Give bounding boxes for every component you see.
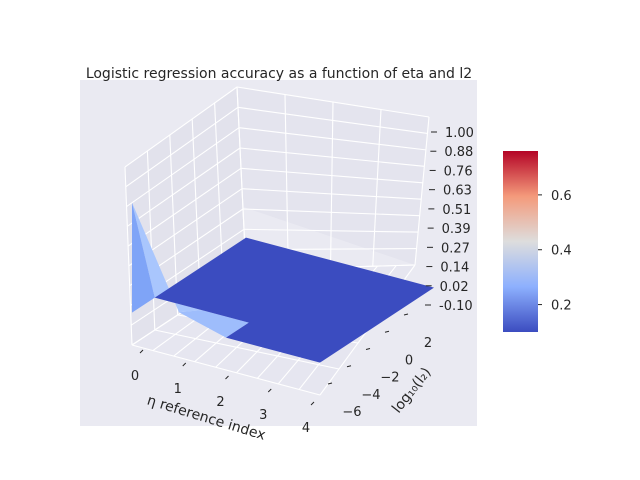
side-gridline-y [146, 150, 156, 331]
z-tick-label: 0.88 [444, 145, 473, 160]
back-gridline-x [284, 94, 289, 269]
x-tick-label: 0 [131, 369, 139, 384]
x-tick-mark [225, 375, 229, 380]
back-gridline-x [372, 109, 382, 267]
x-tick-mark [267, 388, 272, 393]
back-gridline-x [329, 101, 334, 268]
x-tick-label: 3 [259, 408, 267, 423]
y-tick-label: −4 [361, 388, 380, 403]
side-gridline-z [124, 86, 238, 168]
colorbar-tick-label: 0.4 [551, 244, 572, 259]
colorbar: 0.2 0.4 0.6 [503, 151, 572, 332]
z-tick-label: 0.51 [442, 203, 471, 218]
colorbar-ticks: 0.2 0.4 0.6 [538, 189, 572, 314]
x-tick-mark [310, 401, 315, 406]
side-gridline-z [127, 167, 242, 247]
x-tick-label: 2 [216, 395, 224, 410]
y-tick-mark [365, 348, 371, 350]
x-tick-mark [139, 349, 144, 354]
y-tick-mark [346, 365, 352, 368]
z-tick-label: 0.39 [442, 222, 471, 237]
x-tick-mark [182, 362, 187, 367]
colorbar-gradient [503, 151, 538, 332]
x-tick-label: 4 [302, 421, 310, 436]
z-tick-label: -0.10 [439, 299, 473, 314]
y-tick-mark [384, 330, 390, 333]
y-tick-label: −6 [342, 405, 361, 420]
y-tick-label: −2 [380, 371, 399, 386]
y-tick-label: 0 [405, 353, 413, 368]
z-tick-label: 0.27 [441, 241, 470, 256]
y-tick-mark [403, 313, 409, 316]
floor-gridline-y [131, 344, 321, 396]
tick-labels: 01234−6−4−202-0.100.020.140.270.390.510.… [131, 126, 474, 436]
back-gridline-x [414, 116, 430, 266]
side-gridline-z [127, 147, 241, 227]
surface-notch [179, 310, 249, 338]
z-tick-label: 1.00 [445, 126, 474, 141]
chart-title: Logistic regression accuracy as a functi… [86, 66, 472, 82]
surface [132, 202, 435, 363]
floor-gridline-y [154, 329, 340, 370]
surface-plateau [154, 237, 435, 363]
y-tick-mark [327, 382, 333, 385]
colorbar-tick-label: 0.2 [551, 299, 572, 314]
z-tick-label: 0.14 [440, 261, 469, 276]
z-tick-label: 0.63 [443, 184, 472, 199]
z-tick-label: 0.02 [440, 280, 469, 295]
colorbar-tick-label: 0.6 [551, 189, 572, 204]
y-tick-label: 2 [424, 336, 432, 351]
side-gridline-z [126, 127, 240, 208]
side-gridline-y [124, 166, 133, 346]
x-tick-label: 1 [174, 382, 182, 397]
side-gridline-z [125, 106, 239, 188]
surface-spike-edge [132, 202, 246, 313]
z-tick-label: 0.76 [444, 164, 473, 179]
